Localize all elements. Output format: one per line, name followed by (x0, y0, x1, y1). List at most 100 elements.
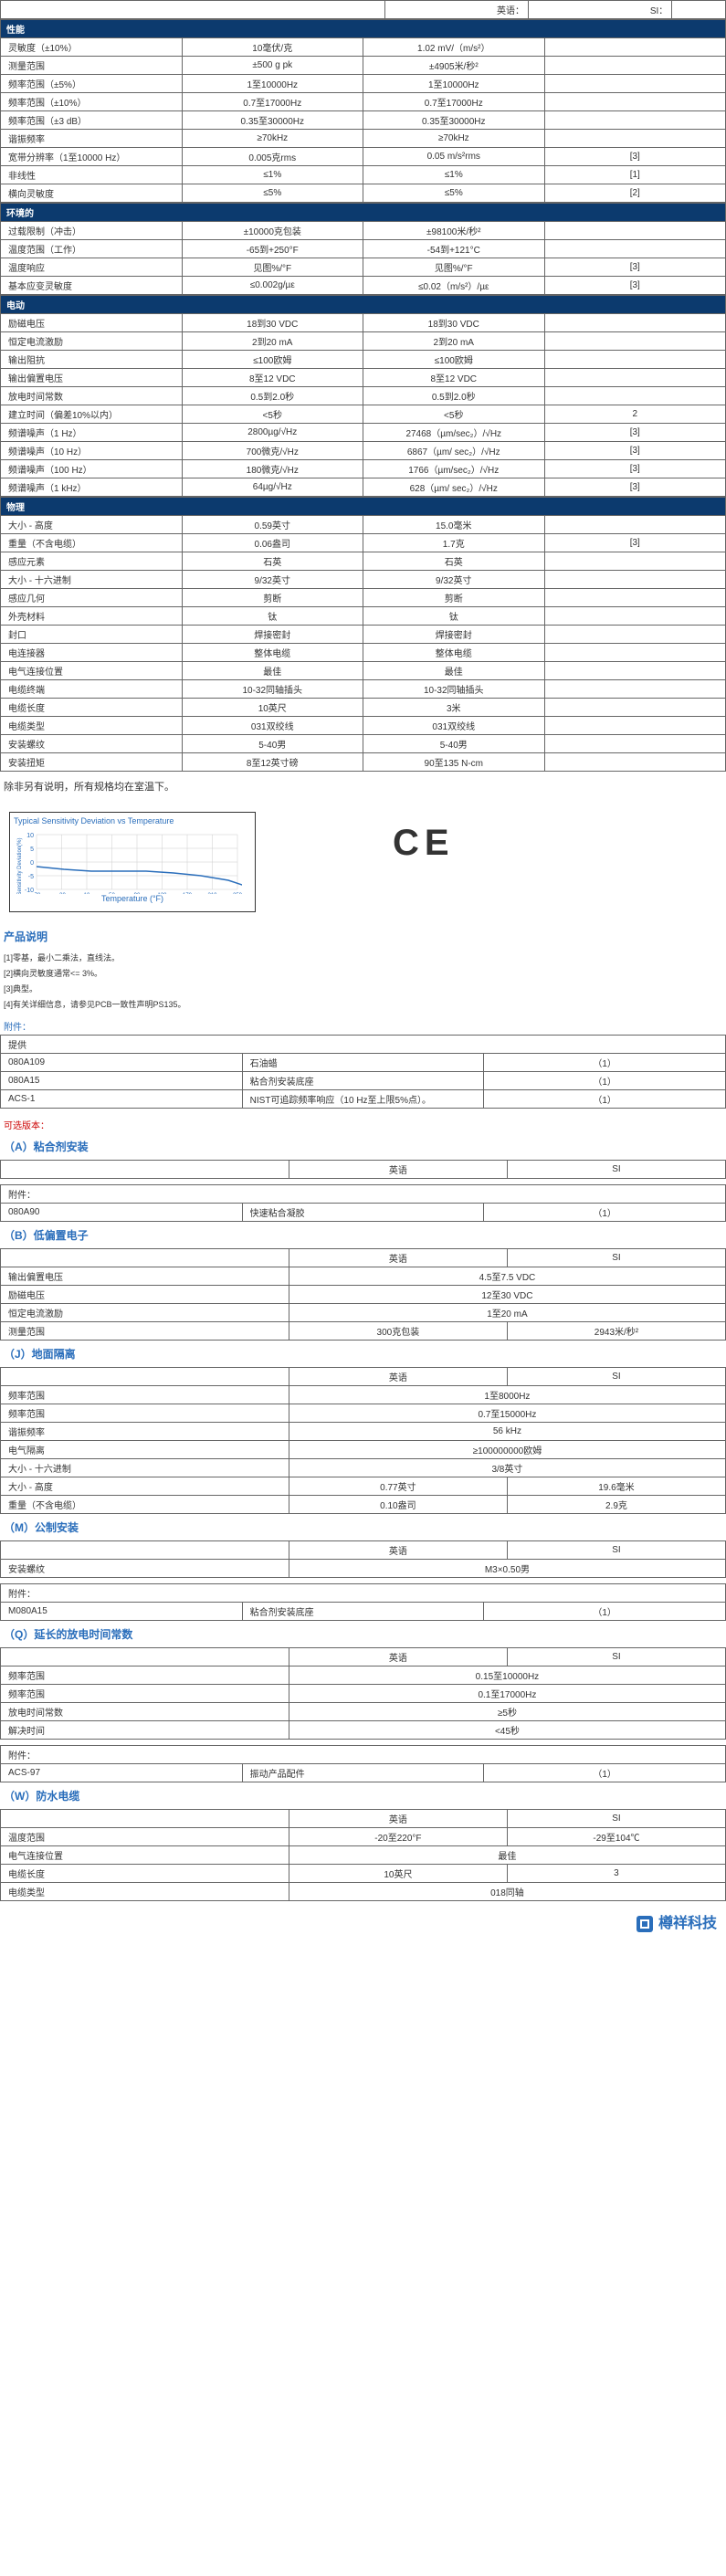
spec-eng: 8至12英寸磅 (182, 753, 363, 772)
block-title: （W）防水电缆 (0, 1782, 726, 1809)
spec-si: 整体电缆 (363, 644, 545, 662)
block-label: 频率范围 (1, 1685, 289, 1703)
spec-note (544, 680, 726, 699)
acc-row: ACS-1NIST可追踪频率响应（10 Hz至上限5%点）。（1） (1, 1090, 726, 1109)
block-head-eng: 英语 (289, 1368, 507, 1386)
spec-si: 石英 (363, 552, 545, 571)
block-eng: 0.10盎司 (289, 1496, 507, 1514)
spec-note (544, 735, 726, 753)
spec-label: 频率范围（±3 dB） (1, 111, 183, 130)
spec-si: 8至12 VDC (363, 369, 545, 387)
block-head-si: SI (507, 1648, 725, 1667)
spec-label: 大小 - 高度 (1, 516, 183, 534)
spec-section: 物理大小 - 高度0.59英寸15.0毫米重量（不含电缆）0.06盎司1.7克[… (0, 497, 726, 772)
spec-label: 温度响应 (1, 258, 183, 277)
section-header: 电动 (1, 296, 726, 314)
spec-row: 温度响应见图%/°F见图%/°F[3] (1, 258, 726, 277)
block-eng: -20至220°F (289, 1828, 507, 1846)
spec-note (544, 717, 726, 735)
svg-text:10: 10 (26, 833, 34, 839)
block-label: 解决时间 (1, 1721, 289, 1740)
spec-si: 9/32英寸 (363, 571, 545, 589)
spec-label: 频率范围（±10%） (1, 93, 183, 111)
spec-si: ±98100米/秒² (363, 222, 545, 240)
spec-si: ≤0.02（m/s²）/µε (363, 277, 545, 295)
spec-si: 27468（µm/sec₂）/√Hz (363, 424, 545, 442)
acc-title: 附件： (0, 1017, 726, 1035)
block-table: 英语SI频率范围1至8000Hz频率范围0.7至15000Hz谐振频率56 kH… (0, 1367, 726, 1514)
block-acc-table: 附件：ACS-97振动产品配件（1） (0, 1745, 726, 1782)
prod-desc-title: 产品说明 (0, 923, 726, 950)
block-label: 安装螺纹 (1, 1560, 289, 1578)
spec-label: 谐振频率 (1, 130, 183, 148)
spec-note (544, 332, 726, 351)
spec-si: 焊接密封 (363, 626, 545, 644)
block-acc-row: M080A15粘合剂安装底座（1） (1, 1603, 726, 1621)
block-acc-table: 附件：M080A15粘合剂安装底座（1） (0, 1583, 726, 1621)
svg-text:-70: -70 (33, 893, 41, 894)
spec-label: 横向灵敏度 (1, 184, 183, 203)
spec-si: <5秒 (363, 405, 545, 424)
block-label: 重量（不含电缆） (1, 1496, 289, 1514)
spec-label: 电缆类型 (1, 717, 183, 735)
spec-eng: 031双绞线 (182, 717, 363, 735)
spec-si: ≤100欧姆 (363, 351, 545, 369)
spec-row: 频率范围（±10%）0.7至17000Hz0.7至17000Hz (1, 93, 726, 111)
chart-xlabel: Temperature (°F) (14, 894, 251, 903)
spec-row: 频率范围（±5%）1至10000Hz1至10000Hz (1, 75, 726, 93)
spec-label: 安装扭矩 (1, 753, 183, 772)
sensitivity-chart: Typical Sensitivity Deviation vs Tempera… (9, 812, 256, 912)
spec-eng: 2到20 mA (182, 332, 363, 351)
spec-row: 电缆类型031双绞线031双绞线 (1, 717, 726, 735)
block-title: （Q）延长的放电时间常数 (0, 1621, 726, 1647)
block-acc-title: 附件： (1, 1185, 726, 1204)
spec-eng: 0.7至17000Hz (182, 93, 363, 111)
spec-row: 基本应变灵敏度≤0.002g/µε≤0.02（m/s²）/µε[3] (1, 277, 726, 295)
spec-row: 过载限制（冲击）±10000克包装±98100米/秒² (1, 222, 726, 240)
spec-eng: 见图%/°F (182, 258, 363, 277)
spec-eng: ≤1% (182, 166, 363, 184)
block-val: ≥5秒 (289, 1703, 725, 1721)
spec-eng: 10毫伏/克 (182, 38, 363, 57)
spec-si: 031双绞线 (363, 717, 545, 735)
spec-eng: 焊接密封 (182, 626, 363, 644)
spec-row: 谐振频率≥70kHz≥70kHz (1, 130, 726, 148)
spec-label: 励磁电压 (1, 314, 183, 332)
spec-si: 1766（µm/sec₂）/√Hz (363, 460, 545, 478)
spec-si: 最佳 (363, 662, 545, 680)
spec-label: 大小 - 十六进制 (1, 571, 183, 589)
spec-si: 见图%/°F (363, 258, 545, 277)
block-val: 4.5至7.5 VDC (289, 1267, 725, 1286)
block-label: 电缆类型 (1, 1883, 289, 1901)
spec-row: 电缆长度10英尺3米 (1, 699, 726, 717)
spec-eng: 0.59英寸 (182, 516, 363, 534)
spec-label: 频谱噪声（10 Hz） (1, 442, 183, 460)
spec-si: ±4905米/秒² (363, 57, 545, 75)
spec-row: 大小 - 高度0.59英寸15.0毫米 (1, 516, 726, 534)
spec-si: 钛 (363, 607, 545, 626)
block-label: 频率范围 (1, 1667, 289, 1685)
block-label: 电缆长度 (1, 1865, 289, 1883)
note-text: 除非另有说明，所有规格均在室温下。 (0, 772, 726, 801)
spec-label: 频谱噪声（1 Hz） (1, 424, 183, 442)
spec-eng: ≤5% (182, 184, 363, 203)
spec-note (544, 753, 726, 772)
spec-si: 18到30 VDC (363, 314, 545, 332)
section-header: 性能 (1, 20, 726, 38)
block-si: 2.9克 (507, 1496, 725, 1514)
svg-text:0: 0 (30, 860, 34, 867)
spec-si: 0.5到2.0秒 (363, 387, 545, 405)
block-eng: 300克包装 (289, 1322, 507, 1341)
spec-label: 电连接器 (1, 644, 183, 662)
block-label: 恒定电流激励 (1, 1304, 289, 1322)
spec-label: 灵敏度（±10%） (1, 38, 183, 57)
spec-row: 重量（不含电缆）0.06盎司1.7克[3] (1, 534, 726, 552)
block-label: 放电时间常数 (1, 1703, 289, 1721)
footer-logo: 樽祥科技 (0, 1901, 726, 1943)
spec-si: 0.35至30000Hz (363, 111, 545, 130)
block-label: 测量范围 (1, 1322, 289, 1341)
spec-eng: 0.35至30000Hz (182, 111, 363, 130)
svg-text:210: 210 (207, 893, 217, 894)
spec-si: 1.02 mV/（m/s²） (363, 38, 545, 57)
block-si: 2943米/秒² (507, 1322, 725, 1341)
